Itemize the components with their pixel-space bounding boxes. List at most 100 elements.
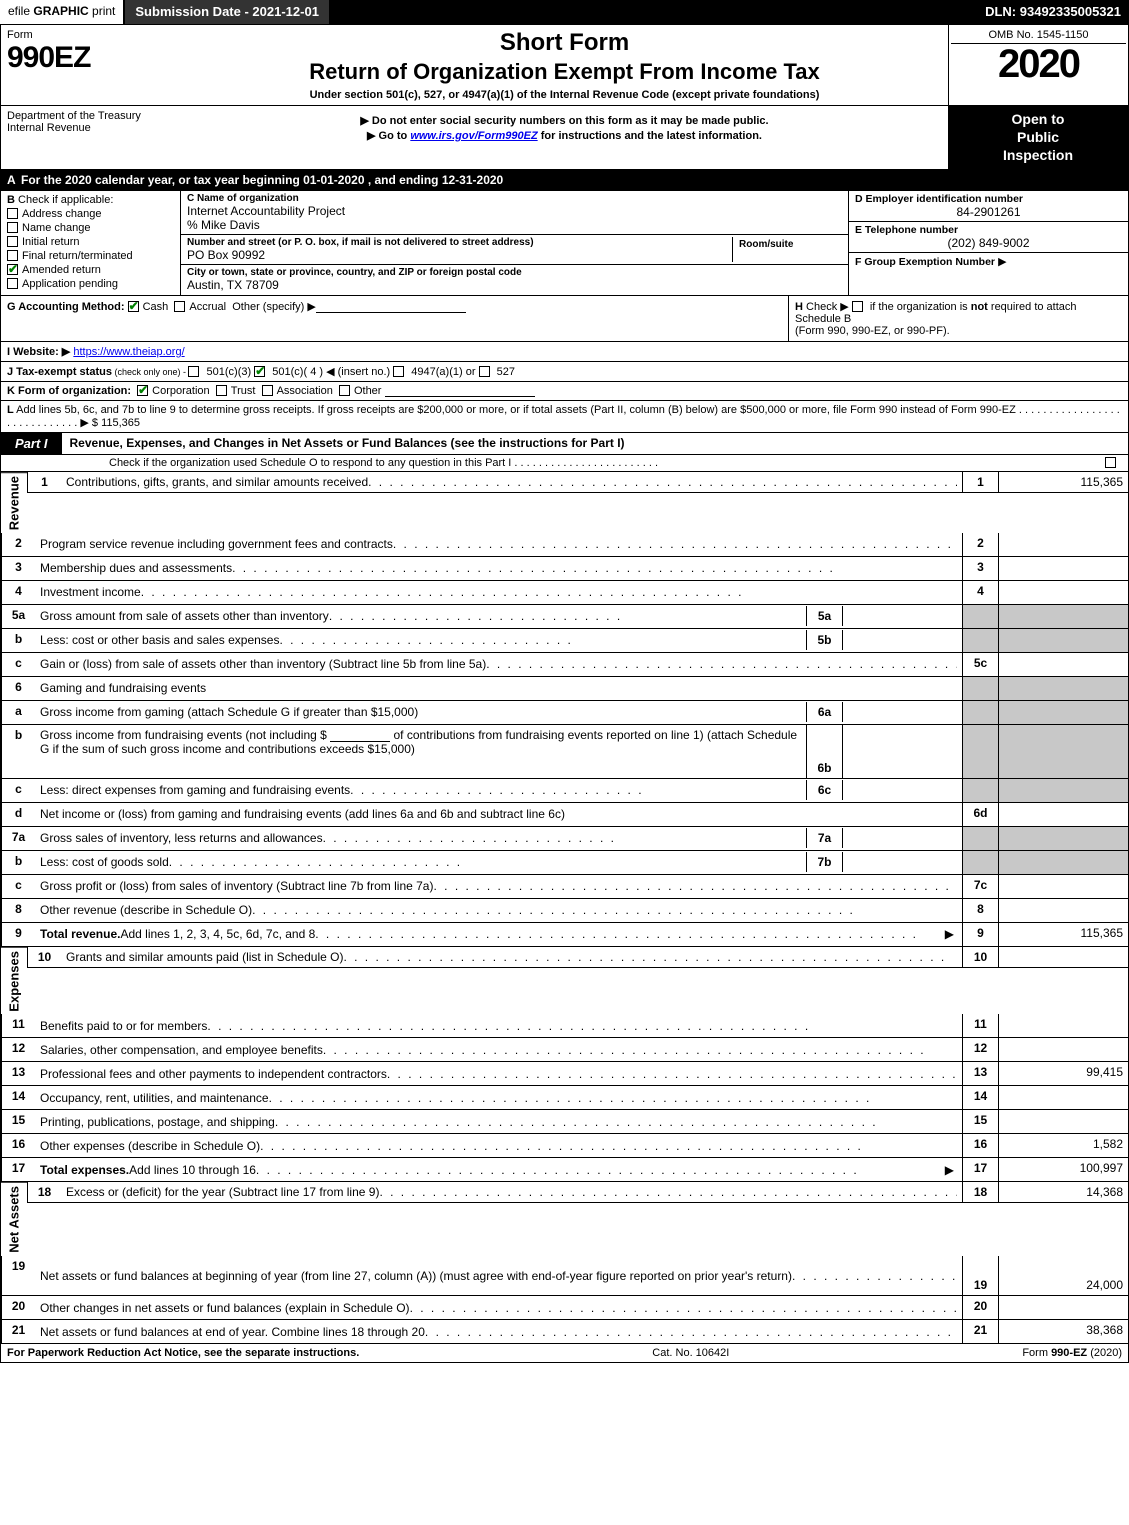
dot-leader <box>141 585 957 599</box>
line-amount: 99,415 <box>998 1062 1128 1086</box>
check-other-org[interactable] <box>339 385 350 396</box>
check-address-change[interactable]: Address change <box>7 208 174 220</box>
line-num: 9 <box>1 923 35 947</box>
check-501c3[interactable] <box>188 366 199 377</box>
table-row: 12 Salaries, other compensation, and emp… <box>1 1038 1128 1062</box>
other-method-field[interactable] <box>316 312 466 313</box>
public: Public <box>952 128 1124 146</box>
line-num: 3 <box>1 557 35 581</box>
line-ref-grey <box>962 701 998 725</box>
website-link[interactable]: https://www.theiap.org/ <box>73 346 184 358</box>
section-h-schedule-b: H Check ▶ if the organization is not req… <box>788 296 1128 341</box>
submission-date-label: Submission Date - <box>135 4 252 19</box>
check-final-return[interactable]: Final return/terminated <box>7 250 174 262</box>
line-ref: 20 <box>962 1296 998 1320</box>
table-row: 19 Net assets or fund balances at beginn… <box>1 1256 1128 1296</box>
line-amount <box>998 653 1128 677</box>
line-desc-bold: Total expenses. <box>40 1163 129 1177</box>
table-row: 4 Investment income 4 <box>1 581 1128 605</box>
dept-irs: Internal Revenue <box>7 122 175 134</box>
check-4947[interactable] <box>393 366 404 377</box>
j-sub: (check only one) - <box>112 367 189 377</box>
line-desc: Investment income <box>40 585 141 599</box>
line-num: a <box>1 701 35 725</box>
check-trust[interactable] <box>216 385 227 396</box>
phone-label: E Telephone number <box>855 224 1122 236</box>
line-amount <box>998 1296 1128 1320</box>
l-letter: L <box>7 404 14 416</box>
line-amount: 115,365 <box>998 472 1128 493</box>
care-of-name: Mike Davis <box>201 218 260 232</box>
h-not: not <box>971 301 988 313</box>
check-corporation[interactable] <box>137 385 148 396</box>
check-amended-return[interactable]: Amended return <box>7 264 174 276</box>
table-row: Net Assets 18 Excess or (deficit) for th… <box>1 1182 1128 1256</box>
dot-leader <box>275 1115 957 1129</box>
line-desc: Gross sales of inventory, less returns a… <box>40 831 323 845</box>
section-a-tax-year: A For the 2020 calendar year, or tax yea… <box>0 170 1129 191</box>
schedule-o-dots <box>511 457 658 469</box>
line-amount <box>998 899 1128 923</box>
section-g-label: G Accounting Method: <box>7 301 125 313</box>
line-num: b <box>1 851 35 875</box>
label-cash: Cash <box>143 301 169 313</box>
line-amount <box>998 1038 1128 1062</box>
label-name-change: Name change <box>22 222 91 234</box>
submission-date: Submission Date - 2021-12-01 <box>123 0 331 24</box>
ein-label: D Employer identification number <box>855 193 1122 205</box>
check-527[interactable] <box>479 366 490 377</box>
line-desc: Other changes in net assets or fund bala… <box>40 1301 410 1315</box>
room-label: Room/suite <box>739 239 836 250</box>
city-value: Austin, TX 78709 <box>187 278 842 292</box>
dot-leader <box>486 657 957 671</box>
part-1-label: Part I <box>1 433 62 454</box>
line-num: b <box>1 725 35 779</box>
section-c-org-info: C Name of organization Internet Accounta… <box>181 191 848 295</box>
check-schedule-b[interactable] <box>852 301 863 312</box>
irs-link[interactable]: www.irs.gov/Form990EZ <box>410 130 537 142</box>
check-association[interactable] <box>262 385 273 396</box>
line-desc: Net income or (loss) from gaming and fun… <box>40 807 565 821</box>
line-num: d <box>1 803 35 827</box>
check-schedule-o-part1[interactable] <box>1105 457 1116 468</box>
dot-leader <box>387 1067 957 1081</box>
line-amount <box>998 581 1128 605</box>
form-number-block: Form 990EZ <box>1 25 181 105</box>
dot-leader <box>252 903 957 917</box>
check-initial-return[interactable]: Initial return <box>7 236 174 248</box>
efile-graphic: GRAPHIC <box>33 4 88 18</box>
h-text4: (Form 990, 990-EZ, or 990-PF). <box>795 325 1122 337</box>
label-association: Association <box>277 385 333 397</box>
efile-topbar: efile GRAPHIC print Submission Date - 20… <box>0 0 1129 24</box>
check-name-change[interactable]: Name change <box>7 222 174 234</box>
line-desc: Add lines 10 through 16 <box>129 1163 256 1177</box>
h-text1: Check ▶ <box>806 301 852 313</box>
check-cash[interactable] <box>128 301 139 312</box>
line-desc: Program service revenue including govern… <box>40 537 393 551</box>
line-ref-grey <box>962 725 998 779</box>
care-of-label: % <box>187 218 201 232</box>
dot-leader <box>350 783 801 797</box>
group-exemption-label: F Group Exemption Number <box>855 256 995 268</box>
org-name-label: C Name of organization <box>187 193 842 204</box>
inner-amount <box>842 606 962 626</box>
line-desc-1: Gross income from fundraising events (no… <box>40 728 327 742</box>
check-accrual[interactable] <box>174 301 185 312</box>
dot-leader <box>315 927 942 941</box>
section-a-text: For the 2020 calendar year, or tax year … <box>21 173 503 187</box>
line-num: 8 <box>1 899 35 923</box>
check-application-pending[interactable]: Application pending <box>7 278 174 290</box>
line-desc: Grants and similar amounts paid (list in… <box>66 950 343 964</box>
goto-suffix: for instructions and the latest informat… <box>538 130 762 142</box>
table-row: 17 Total expenses. Add lines 10 through … <box>1 1158 1128 1182</box>
line-ref: 3 <box>962 557 998 581</box>
check-501c[interactable] <box>254 366 265 377</box>
section-a-letter: A <box>7 173 21 187</box>
other-org-field[interactable] <box>385 396 535 397</box>
line-amount <box>998 875 1128 899</box>
line-amount: 24,000 <box>998 1256 1128 1296</box>
line-ref: 12 <box>962 1038 998 1062</box>
line-amount: 100,997 <box>998 1158 1128 1182</box>
arrow-icon <box>942 1163 957 1177</box>
section-k-form-of-org: K Form of organization: Corporation Trus… <box>0 382 1129 401</box>
